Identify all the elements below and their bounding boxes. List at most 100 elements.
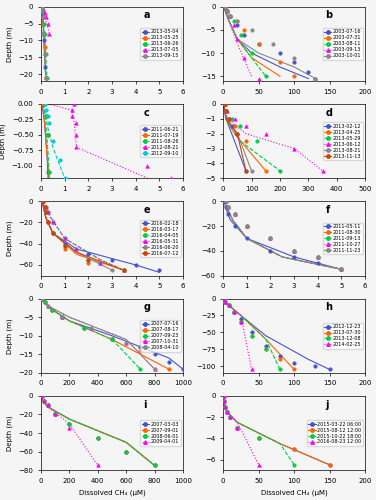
Point [224,8,230,16]
Legend: 2013-02-12, 2013-04-25, 2013-05-29, 2013-06-12, 2013-08-21, 2013-11-13: 2013-02-12, 2013-04-25, 2013-05-29, 2013… [323,122,363,160]
Point [69,112,75,120]
Point [46,30,52,38]
Point [41,396,47,404]
Point [256,461,262,469]
Point [291,72,297,80]
Text: c: c [143,108,149,118]
Point [156,266,162,274]
Point [41,202,47,210]
Point [237,122,243,130]
Point [222,298,228,306]
Point [41,202,47,210]
Point [221,2,227,10]
Point [221,397,227,405]
Point [42,298,48,306]
Point [249,26,255,34]
Point [39,392,45,400]
Point [229,122,235,130]
Point [232,115,238,123]
Point [40,6,46,14]
Legend: 2013-05-04, 2013-05-25, 2013-06-26, 2013-07-05, 2013-09-15: 2013-05-04, 2013-05-25, 2013-06-26, 2013… [140,28,180,60]
Point [62,242,68,250]
Text: i: i [143,400,147,409]
Point [49,306,55,314]
Point [263,345,269,353]
Point [223,108,229,116]
Point [45,131,51,139]
Point [59,313,65,321]
Point [42,298,48,306]
Point [168,174,174,182]
Point [39,392,45,400]
Legend: 2007-07-16, 2007-08-17, 2007-09-23, 2007-10-31, 2008-04-10: 2007-07-16, 2007-08-17, 2007-09-23, 2007… [140,320,180,352]
Point [39,2,45,10]
Point [40,198,46,205]
Point [39,294,45,302]
Point [59,313,65,321]
Text: e: e [143,205,150,215]
Point [315,253,321,261]
Point [71,100,77,108]
Point [338,266,344,274]
Legend: 2011-06-21, 2011-07-19, 2011-08-26, 2012-08-21, 2012-09-10: 2011-06-21, 2011-07-19, 2011-08-26, 2012… [140,125,180,157]
Point [152,462,158,469]
Point [238,318,244,326]
Point [226,12,232,20]
Y-axis label: Depth (m): Depth (m) [6,318,13,354]
Point [67,420,73,428]
Point [39,294,45,302]
Point [73,144,79,152]
Point [40,13,46,21]
Point [327,461,333,469]
Point [312,362,318,370]
Point [227,12,233,20]
Point [267,247,273,255]
Point [121,266,127,274]
Point [312,74,318,82]
X-axis label: Dissolved CH₄ (μM): Dissolved CH₄ (μM) [79,490,146,496]
Point [243,122,249,130]
Point [227,12,233,20]
Point [45,20,51,28]
Point [225,204,231,212]
Point [43,13,49,21]
Point [59,313,65,321]
Y-axis label: Depth (m): Depth (m) [6,26,13,62]
Point [223,198,229,205]
Point [46,168,52,176]
Point [121,266,127,274]
Point [221,100,227,108]
Point [180,365,186,373]
Point [221,397,227,405]
Point [320,167,326,175]
Point [39,2,45,10]
Point [277,58,283,66]
Point [109,336,115,344]
Point [40,100,46,108]
Point [238,315,244,323]
Point [50,229,56,237]
Point [41,43,47,51]
Point [244,222,250,230]
Point [221,397,227,405]
Point [152,350,158,358]
Point [62,242,68,250]
Point [62,234,68,242]
Point [152,365,158,373]
Point [62,240,68,248]
Point [41,36,47,44]
Point [40,198,46,205]
Point [152,365,158,373]
Point [227,413,233,421]
Point [45,131,51,139]
Point [50,229,56,237]
Point [263,130,269,138]
Point [291,366,297,374]
Point [224,408,230,416]
Point [45,401,51,409]
Point [59,313,65,321]
Point [221,402,227,410]
Point [225,210,231,218]
Point [43,208,49,216]
Point [85,250,91,258]
